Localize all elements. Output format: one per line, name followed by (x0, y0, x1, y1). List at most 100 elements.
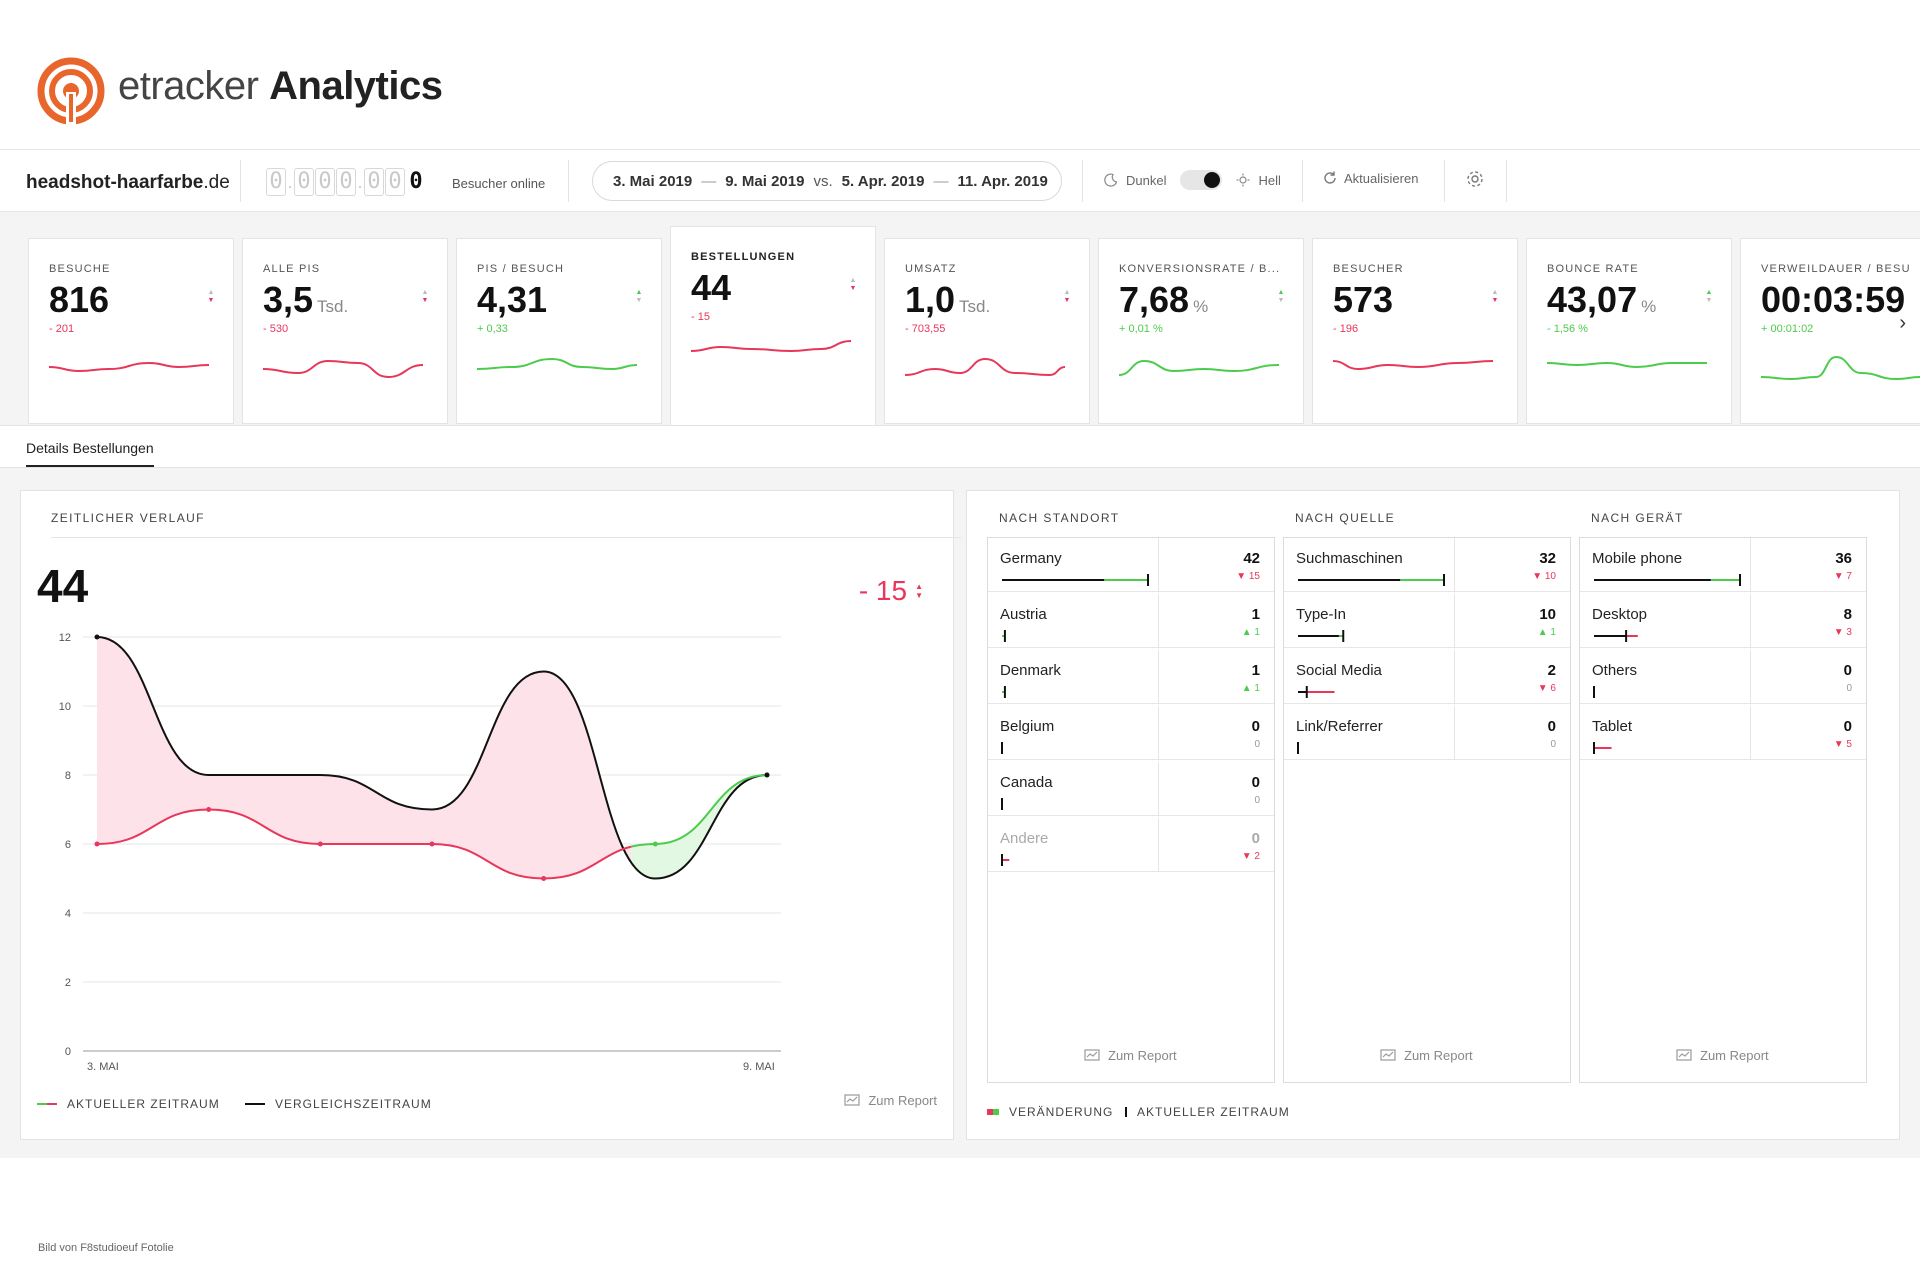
kpi-delta: + 0,33 (477, 323, 508, 335)
row-divider (1454, 594, 1455, 648)
site-selector[interactable]: headshot-haarfarbe.de (26, 172, 230, 194)
kpi-sparkline (905, 357, 1065, 377)
breakdown-row[interactable]: Andere 0 ▼ 2 (988, 818, 1274, 872)
breakdown-row[interactable]: Others 0 0 (1580, 650, 1866, 704)
kpi-delta: - 530 (263, 323, 289, 335)
kpi-card[interactable]: Konversionsrate / B... 7,68% + 0,01 % ▲ ▼ (1098, 238, 1304, 424)
time-chart-panel: Zeitlicher Verlauf 44 - 15 ▲ ▼ 0 2 4 6 8 10 12 3… (20, 490, 961, 1141)
row-bar (1001, 798, 1003, 810)
breakdown-row[interactable]: Austria 1 ▲ 1 (988, 594, 1274, 648)
legend-compare-label: Vergleichszeitraum (275, 1097, 432, 1111)
row-bar (1298, 630, 1345, 642)
y-tick-label: 6 (65, 839, 71, 851)
report-link[interactable]: Zum Report (1084, 1048, 1177, 1063)
breakdown-row[interactable]: Mobile phone 36 ▼ 7 (1580, 538, 1866, 592)
kpi-card[interactable]: Alle PIs 3,5 Tsd. - 530 ▲ ▼ (242, 238, 448, 424)
row-value: 1 (1251, 662, 1260, 679)
breakdown-column: Suchmaschinen 32 ▼ 10 Type-In 10 ▲ 1 Social Me… (1283, 537, 1571, 1083)
row-label: Austria (1000, 606, 1047, 623)
row-bar (1002, 630, 1006, 642)
kpi-delta: - 1,56 % (1547, 323, 1588, 335)
kpi-value: 816 (49, 279, 109, 321)
trend-arrows-icon: ▲▼ (635, 289, 643, 304)
breakdown-row[interactable]: Denmark 1 ▲ 1 (988, 650, 1274, 704)
change-swatch-icon (987, 1109, 999, 1115)
kpi-number: 44 (691, 267, 732, 308)
breakdown-row[interactable]: Type-In 10 ▲ 1 (1284, 594, 1570, 648)
counter-digit: 0 (315, 168, 335, 196)
image-credit: Bild von F8studioeuf Fotolie (38, 1242, 174, 1254)
sparkline-path (691, 340, 851, 353)
series-line-compare (96, 636, 768, 880)
breakdown-row[interactable]: Social Media 2 ▼ 6 (1284, 650, 1570, 704)
moon-icon (1104, 173, 1118, 187)
kpi-sparkline (1547, 361, 1707, 369)
row-label: Tablet (1592, 718, 1633, 735)
kpi-card[interactable]: Bestellungen 44 - 15 ▲ ▼ (670, 226, 876, 425)
counter-digit: 0 (406, 168, 426, 196)
legend-compare: Vergleichszeitraum (245, 1097, 432, 1111)
etracker-logo-icon[interactable] (36, 56, 106, 126)
row-label: Germany (1000, 550, 1062, 567)
breakdown-row[interactable]: Germany 42 ▼ 15 (988, 538, 1274, 592)
row-label: Desktop (1592, 606, 1648, 623)
sparkline-path (1761, 355, 1920, 381)
y-tick-label: 4 (65, 908, 71, 920)
kpi-card[interactable]: PIs / Besuch 4,31 + 0,33 ▲ ▼ (456, 238, 662, 424)
kpi-sparkline (691, 340, 851, 353)
row-bar (1001, 854, 1010, 866)
row-value: 0 (1251, 774, 1260, 791)
y-tick-label: 0 (65, 1046, 71, 1058)
toolbar-divider (240, 160, 241, 202)
breakdown-panel: Veränderung Aktueller Zeitraum Nach Stan… (966, 490, 1900, 1140)
site-name: headshot-haarfarbe (26, 172, 204, 193)
app-header: etracker Analytics (0, 0, 1920, 150)
row-change: ▼ 5 (1833, 739, 1852, 750)
sparkline-path (477, 357, 637, 371)
breakdown-row[interactable]: Suchmaschinen 32 ▼ 10 (1284, 538, 1570, 592)
time-chart[interactable]: 0 2 4 6 8 10 12 3. MAI 9. MAI (21, 491, 955, 1141)
kpi-card[interactable]: Umsatz 1,0 Tsd. - 703,55 ▲ ▼ (884, 238, 1090, 424)
kpi-value: 3,5 Tsd. (263, 279, 348, 321)
row-divider (1158, 538, 1159, 592)
kpi-card[interactable]: Besucher 573 - 196 ▲ ▼ (1312, 238, 1518, 424)
kpi-label: Konversionsrate / B... (1119, 263, 1281, 275)
data-point-current (206, 807, 212, 812)
kpi-delta: + 00:01:02 (1761, 323, 1814, 335)
refresh-icon (1324, 171, 1336, 184)
row-divider (1158, 762, 1159, 816)
kpi-card[interactable]: Bounce Rate 43,07% - 1,56 % ▲ ▼ (1526, 238, 1732, 424)
gear-icon[interactable] (1464, 168, 1486, 190)
theme-toggle[interactable] (1180, 170, 1223, 190)
row-divider (1158, 650, 1159, 704)
kpi-card[interactable]: Verweildauer / Besu00:03:59+ 00:01:02▲▼ (1740, 238, 1920, 424)
date-range-picker[interactable]: 3. Mai 2019 — 9. Mai 2019 vs. 5. Apr. 20… (592, 161, 1062, 201)
row-value: 0 (1843, 662, 1852, 679)
date-vs: vs. (813, 172, 833, 190)
row-label: Link/Referrer (1296, 718, 1383, 735)
sparkline-path (905, 357, 1065, 377)
kpi-card[interactable]: Besuche 816 - 201 ▲ ▼ (28, 238, 234, 424)
breakdown-row[interactable]: Link/Referrer 0 0 (1284, 706, 1570, 760)
report-link-label: Zum Report (1108, 1048, 1177, 1063)
chevron-right-icon[interactable]: › (1899, 312, 1906, 334)
kpi-label: Bounce Rate (1547, 263, 1639, 275)
refresh-button[interactable]: Aktualisieren (1322, 170, 1418, 186)
report-link[interactable]: Zum Report (1380, 1048, 1473, 1063)
breakdown-row[interactable]: Canada 0 0 (988, 762, 1274, 816)
breakdown-row[interactable]: Desktop 8 ▼ 3 (1580, 594, 1866, 648)
compare-from: 5. Apr. 2019 (841, 172, 925, 190)
row-divider (1454, 706, 1455, 760)
breakdown-row[interactable]: Belgium 0 0 (988, 706, 1274, 760)
kpi-value: 44 (691, 267, 731, 309)
orders-delta-value: - 15 (858, 575, 908, 606)
orders-delta: - 15 ▲ ▼ (859, 575, 923, 607)
report-link[interactable]: Zum Report (1676, 1048, 1769, 1063)
breakdown-column-title: Nach Gerät (1591, 511, 1684, 525)
report-link[interactable]: Zum Report (844, 1093, 937, 1108)
toolbar-divider (568, 160, 569, 202)
row-divider (1454, 650, 1455, 704)
tab-details-bestellungen[interactable]: Details Bestellungen (26, 440, 154, 467)
breakdown-row[interactable]: Tablet 0 ▼ 5 (1580, 706, 1866, 760)
data-point-current (317, 841, 323, 847)
